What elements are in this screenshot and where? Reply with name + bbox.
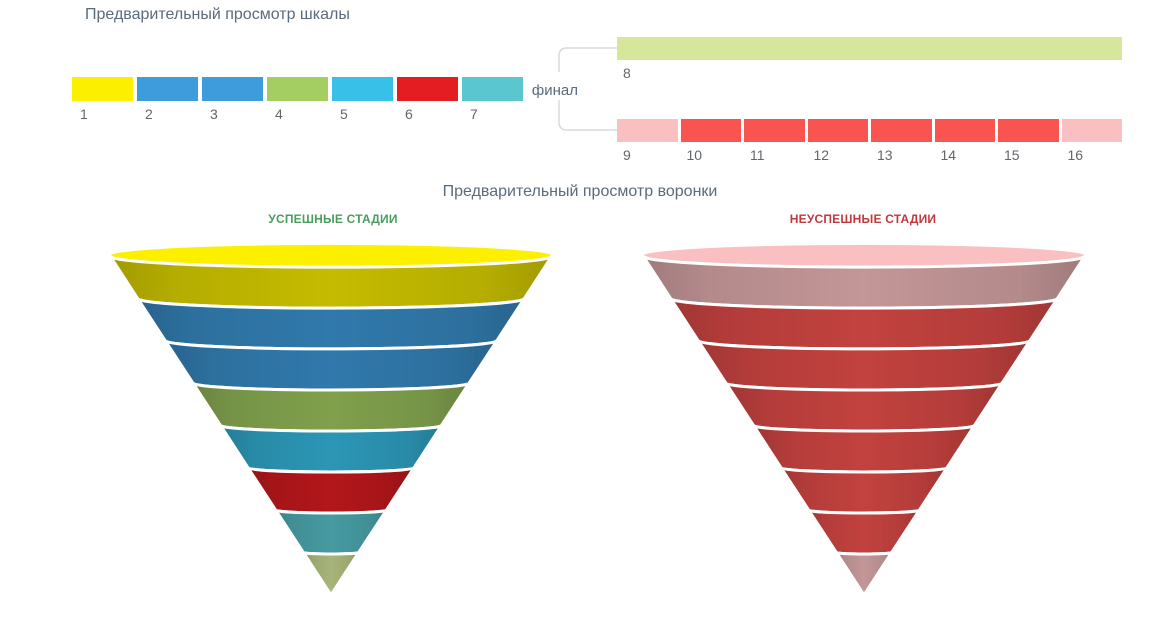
- funnel-band: [779, 466, 949, 515]
- funnel-preview-title: Предварительный просмотр воронки: [442, 183, 718, 200]
- success-funnel-chart: [108, 244, 554, 597]
- stage-color-swatch: [72, 77, 133, 101]
- stage-color-swatch: [807, 119, 868, 142]
- scale-stage: 12: [807, 119, 868, 163]
- stage-label: 5: [340, 106, 348, 122]
- stage-color-swatch: [998, 119, 1059, 142]
- funnel-top-ellipse: [643, 244, 1085, 268]
- scale-stage: 16: [1061, 119, 1122, 163]
- scale-stage: 14: [934, 119, 995, 163]
- scale-stage: 3: [202, 77, 263, 122]
- stage-color-swatch: [934, 119, 995, 142]
- stage-color-swatch: [332, 77, 393, 101]
- scale-stage: 7: [462, 77, 523, 122]
- stage-color-swatch: [680, 119, 741, 142]
- stage-label: 11: [750, 147, 765, 163]
- funnel-band: [163, 339, 499, 392]
- success-final-bar: 8: [617, 37, 1122, 81]
- stage-label: 14: [940, 147, 957, 163]
- fail-final-row: 9 10 11 12 13 14 15 16: [617, 119, 1122, 163]
- stage-label: 9: [623, 147, 631, 163]
- scale-stage: 5: [332, 77, 393, 122]
- funnel-band: [246, 466, 416, 515]
- scale-preview-title: Предварительный просмотр шкалы: [85, 6, 350, 23]
- stage-color-swatch: [397, 77, 458, 101]
- funnel-band: [696, 339, 1032, 392]
- stage-color-swatch: [871, 119, 932, 142]
- funnel-band: [834, 551, 894, 597]
- success-final-swatch: [617, 37, 1122, 60]
- stage-label: 7: [470, 106, 478, 122]
- stage-color-swatch: [137, 77, 198, 101]
- funnel-band: [274, 508, 388, 556]
- stage-label: 4: [275, 106, 283, 122]
- scale-stages-row: 1 2 3 4 5 6 7: [72, 77, 527, 122]
- scale-stage: 10: [680, 119, 741, 163]
- stage-label: 1: [80, 106, 88, 122]
- stage-label: 10: [686, 147, 703, 163]
- stage-label: 6: [405, 106, 413, 122]
- funnel-band: [219, 424, 443, 474]
- fail-funnel-title: НЕУСПЕШНЫЕ СТАДИИ: [789, 212, 937, 226]
- success-funnel-title: УСПЕШНЫЕ СТАДИИ: [268, 212, 398, 226]
- funnel-band: [807, 508, 921, 556]
- stage-label: 15: [1004, 147, 1020, 163]
- stage-label: 8: [623, 65, 631, 81]
- scale-stage: 2: [137, 77, 198, 122]
- scale-stage: 15: [998, 119, 1059, 163]
- scale-stage: 13: [871, 119, 932, 163]
- funnel-band: [191, 381, 471, 433]
- scale-stage: 4: [267, 77, 328, 122]
- stage-label: 3: [210, 106, 218, 122]
- stage-label: 12: [813, 147, 830, 163]
- stage-color-swatch: [1061, 119, 1122, 142]
- funnel-band: [724, 381, 1004, 433]
- stage-color-swatch: [617, 119, 678, 142]
- scale-stage: 9: [617, 119, 678, 163]
- fail-funnel-chart: [641, 244, 1087, 597]
- funnel-band: [301, 551, 361, 597]
- stage-label: 2: [145, 106, 153, 122]
- stage-color-swatch: [267, 77, 328, 101]
- final-label: финал: [531, 82, 578, 99]
- stage-color-swatch: [744, 119, 805, 142]
- stage-label: 16: [1067, 147, 1084, 163]
- scale-stage: 6: [397, 77, 458, 122]
- stage-label: 13: [877, 147, 893, 163]
- bracket-shape: [558, 47, 618, 131]
- stage-color-swatch: [202, 77, 263, 101]
- funnel-top-ellipse: [110, 244, 552, 268]
- stage-color-swatch: [462, 77, 523, 101]
- scale-stage: 11: [744, 119, 805, 163]
- funnel-band: [752, 424, 976, 474]
- final-bracket: [558, 47, 618, 131]
- scale-stage: 1: [72, 77, 133, 122]
